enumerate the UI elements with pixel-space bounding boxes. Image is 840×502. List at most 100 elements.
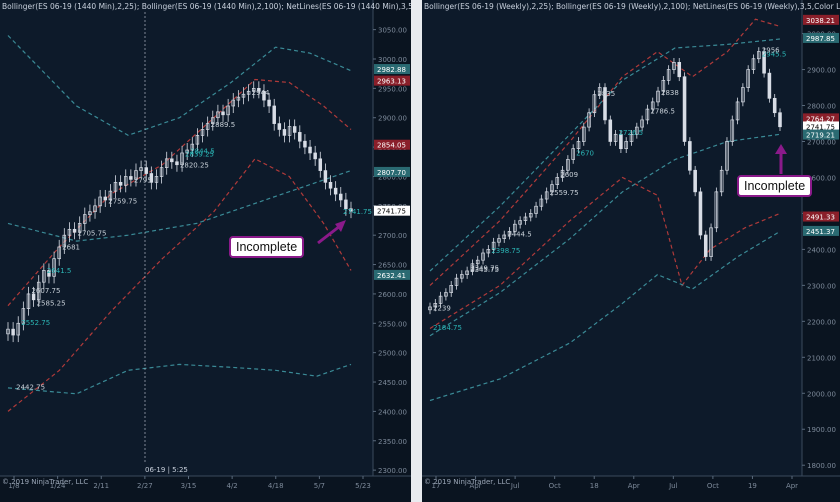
y-tick-label: 2400.00: [807, 246, 836, 254]
y-tick-label: 2200.00: [807, 318, 836, 326]
y-tick-label: 2000.00: [807, 390, 836, 398]
price-tag-label: 2764.27: [806, 115, 835, 123]
y-tick-label: 2300.00: [807, 282, 836, 290]
weekly-incomplete-callout: Incomplete: [737, 175, 813, 197]
candle-body: [103, 196, 108, 201]
candle-body: [645, 108, 650, 121]
x-tick-label: 2/11: [93, 482, 109, 490]
candle-body: [185, 149, 189, 154]
price-annotation: 2442.75: [16, 384, 45, 392]
price-annotation: 2795: [134, 176, 152, 184]
candle-body: [757, 51, 761, 60]
candle-body: [438, 295, 443, 304]
y-tick-label: 2800.00: [378, 173, 407, 181]
candle-body: [134, 170, 138, 180]
band-long-upper: [7, 35, 352, 136]
price-annotation: 2585.25: [37, 300, 66, 308]
price-annotation: 2349.75: [470, 265, 499, 273]
price-annotation: 2609: [560, 171, 578, 179]
x-tick-label: Apr: [786, 482, 798, 490]
candle-body: [246, 90, 251, 95]
daily-chart-panel[interactable]: Bollinger(ES 06-19 (1440 Min),2,25); Bol…: [0, 0, 411, 502]
price-tag-box: [803, 211, 839, 222]
candle-body: [650, 101, 655, 110]
price-annotation: 2607.75: [31, 287, 60, 295]
y-tick-label: 2100.00: [807, 354, 836, 362]
price-tag-box: [374, 269, 410, 280]
weekly-chart-panel[interactable]: Bollinger(ES 06-19 (Weekly),2,25); Bolli…: [422, 0, 840, 502]
candle-body: [308, 146, 312, 154]
x-tick-label: 5/7: [314, 482, 325, 490]
candle-body: [298, 132, 302, 142]
candle-body: [470, 263, 475, 272]
x-tick-label: 17: [432, 482, 441, 490]
candle-body: [16, 322, 20, 336]
time-axis-area: [0, 476, 411, 502]
x-tick-label: 3/15: [181, 482, 197, 490]
price-tag-label: 2982.88: [377, 66, 406, 74]
candle-body: [592, 94, 597, 114]
x-tick-label: Jul: [510, 482, 520, 490]
candle-body: [323, 170, 328, 183]
y-tick-label: 3050.00: [378, 27, 407, 35]
daily-chart-svg[interactable]: 2300.00 2350.00 2400.00 2450.00 2500.00 2550.…: [0, 0, 411, 502]
price-tag-box: [374, 166, 410, 177]
y-tick-label: 2800.00: [807, 103, 836, 111]
candle-body: [221, 111, 225, 116]
candle-body: [57, 246, 61, 260]
candle-body: [661, 79, 666, 92]
candle-body: [486, 249, 491, 254]
candle-body: [67, 228, 72, 236]
candle-body: [200, 129, 205, 136]
candle-body: [231, 99, 235, 107]
candle-body: [251, 88, 256, 92]
candle-body: [507, 231, 512, 236]
candle-body: [62, 234, 67, 248]
candle-body: [746, 69, 750, 88]
candle-body: [144, 167, 148, 174]
candle-body: [682, 76, 687, 142]
band-long-lower: [429, 230, 781, 402]
price-annotation: 2844.5: [190, 148, 215, 156]
candle-body: [741, 87, 745, 103]
daily-chart-copyright: © 2019 NinjaTrader, LLC: [2, 478, 89, 486]
y-tick-label: 2500.00: [378, 350, 407, 358]
y-tick-label: 2700.00: [807, 138, 836, 146]
candle-body: [613, 133, 618, 142]
price-annotation: 2559.75: [550, 189, 579, 197]
candle-body: [216, 111, 220, 119]
price-tag-label: 2719.21: [806, 132, 835, 140]
candle-body: [52, 258, 56, 277]
y-tick-label: 2450.00: [378, 379, 407, 387]
price-annotation: 2945.5: [762, 50, 787, 58]
x-tick-label: Oct: [707, 482, 719, 490]
candle-body: [465, 270, 469, 275]
candle-body: [318, 158, 323, 171]
candle-body: [528, 213, 533, 218]
price-tag-box: [374, 64, 410, 75]
candle-body: [277, 123, 282, 130]
candle-body: [190, 143, 195, 151]
candle-body: [539, 198, 544, 207]
candle-body: [767, 72, 772, 99]
candle-body: [518, 220, 522, 225]
candle-body: [129, 176, 133, 180]
candle-body: [149, 173, 154, 183]
band-long-mid: [7, 170, 352, 242]
candle-body: [475, 259, 480, 265]
candle-body: [47, 270, 51, 277]
candle-body: [703, 234, 708, 257]
price-annotation: 2681: [62, 243, 80, 251]
price-tag-label: 2451.37: [806, 228, 835, 236]
candle-body: [714, 191, 719, 229]
candle-body: [139, 167, 143, 171]
candle-body: [72, 228, 77, 233]
x-tick-label: 19: [748, 482, 757, 490]
price-annotation: 2239: [433, 304, 451, 312]
candle-body: [672, 62, 676, 70]
candle-body: [77, 223, 82, 233]
price-annotation: 2670: [576, 149, 594, 157]
weekly-chart-svg[interactable]: 1800.00 1900.00 2000.00 2100.00 2200.00 2300.…: [422, 0, 840, 502]
time-axis-area: [422, 476, 840, 502]
candle-body: [762, 51, 766, 74]
